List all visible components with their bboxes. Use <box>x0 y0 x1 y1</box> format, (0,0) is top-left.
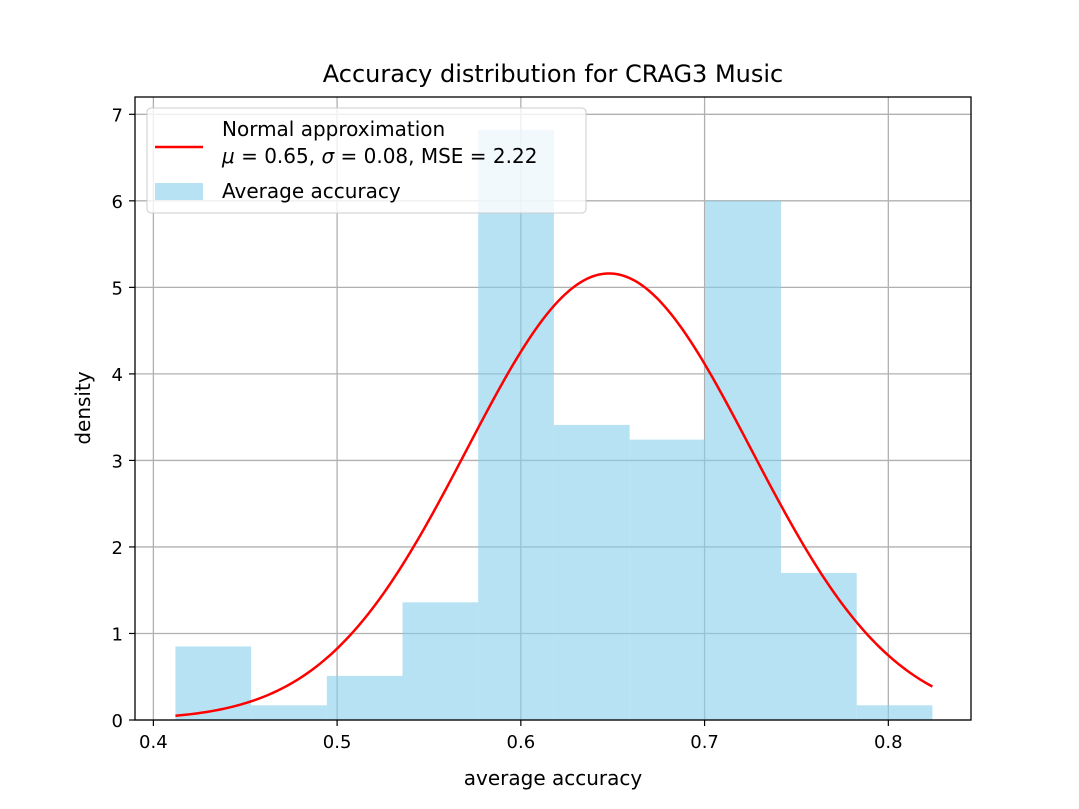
histogram-bar <box>402 602 479 720</box>
legend-box <box>146 107 587 214</box>
histogram-bar <box>629 439 706 720</box>
legend-mu-value: = 0.65, <box>235 144 322 168</box>
x-tick-label: 0.7 <box>690 732 719 753</box>
y-tick-label: 0 <box>112 711 123 732</box>
y-tick-label: 7 <box>112 105 123 126</box>
legend-hist-label: Average accuracy <box>222 179 401 203</box>
x-tick-label: 0.5 <box>323 732 352 753</box>
histogram-bars <box>175 129 933 721</box>
legend-hist-swatch <box>155 183 203 200</box>
axis-ticks: 0.4 0.5 0.6 0.7 0.8 0 1 2 3 4 5 6 7 <box>112 105 903 753</box>
histogram-bar <box>856 705 933 720</box>
y-tick-label: 5 <box>112 278 123 299</box>
histogram-bar <box>326 675 403 720</box>
histogram-bar <box>251 705 327 720</box>
plot-frame <box>134 96 972 721</box>
histogram-bar <box>705 200 782 721</box>
y-tick-label: 2 <box>112 538 123 559</box>
y-tick-label: 3 <box>112 451 123 472</box>
legend-sigma-symbol: σ <box>321 144 335 168</box>
y-axis-label: density <box>71 371 95 444</box>
y-tick-label: 1 <box>112 624 123 645</box>
y-tick-label: 6 <box>112 192 123 213</box>
histogram-bar <box>175 646 252 720</box>
legend-curve-label: Normal approximation <box>222 117 445 141</box>
histogram-bar <box>478 129 554 720</box>
x-tick-label: 0.4 <box>139 732 168 753</box>
x-axis-label: average accuracy <box>464 766 643 790</box>
x-tick-label: 0.8 <box>874 732 903 753</box>
y-tick-label: 4 <box>112 365 123 386</box>
x-tick-label: 0.6 <box>507 732 536 753</box>
legend-sigma-value: = 0.08, MSE = 2.22 <box>334 144 537 168</box>
histogram-bar <box>781 572 857 720</box>
legend: Normal approximation μ = 0.65, σ = 0.08,… <box>146 107 587 214</box>
histogram-bar <box>553 424 630 720</box>
legend-curve-stats: μ = 0.65, σ = 0.08, MSE = 2.22 <box>221 144 537 168</box>
legend-mu-symbol: μ <box>221 144 235 168</box>
chart-title: Accuracy distribution for CRAG3 Music <box>323 60 783 88</box>
normal-approximation-curve <box>175 272 934 718</box>
